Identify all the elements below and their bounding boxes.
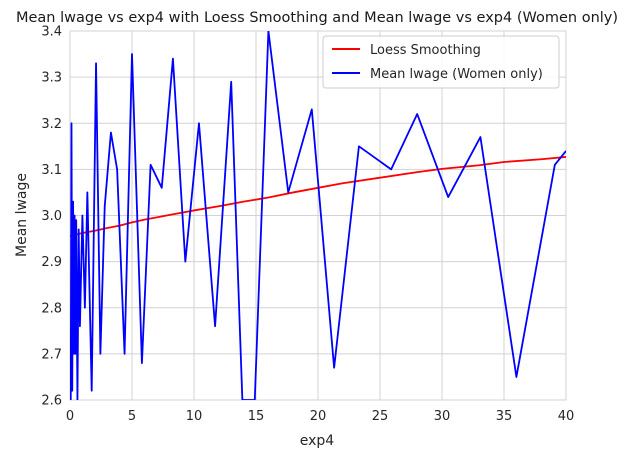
x-tick-labels: 0 5 10 15 20 25 30 35 40	[66, 409, 574, 424]
series-line-loess	[70, 156, 566, 238]
y-tick-label: 2.7	[41, 347, 62, 362]
plot-area	[69, 30, 567, 401]
y-tick-label: 2.9	[41, 255, 62, 270]
x-tick-label: 15	[248, 409, 265, 424]
y-tick-label: 2.6	[41, 394, 62, 409]
y-axis-label: Mean lwage	[14, 173, 30, 257]
legend-label-women: Mean lwage (Women only)	[370, 67, 543, 82]
x-tick-label: 10	[186, 409, 203, 424]
legend-label-loess: Loess Smoothing	[370, 43, 481, 58]
x-tick-label: 25	[372, 409, 389, 424]
y-tick-label: 3.2	[41, 117, 62, 132]
legend: Loess Smoothing Mean lwage (Women only)	[322, 35, 560, 89]
y-tick-label: 3.0	[41, 209, 62, 224]
x-tick-label: 35	[496, 409, 513, 424]
x-axis-label: exp4	[300, 433, 335, 449]
x-tick-label: 20	[310, 409, 327, 424]
y-tick-label: 2.8	[41, 301, 62, 316]
y-tick-labels: 2.6 2.7 2.8 2.9 3.0 3.1 3.2 3.3 3.4	[41, 25, 62, 409]
y-tick-label: 3.4	[41, 25, 62, 40]
chart-title: Mean lwage vs exp4 with Loess Smoothing …	[16, 10, 618, 26]
y-tick-label: 3.1	[41, 163, 62, 178]
x-tick-label: 5	[128, 409, 136, 424]
x-tick-label: 40	[558, 409, 575, 424]
series-line-women	[70, 31, 566, 400]
y-tick-label: 3.3	[41, 71, 62, 86]
series-lines	[70, 31, 566, 400]
legend-box	[322, 35, 560, 89]
x-tick-label: 0	[66, 409, 74, 424]
x-tick-label: 30	[434, 409, 451, 424]
